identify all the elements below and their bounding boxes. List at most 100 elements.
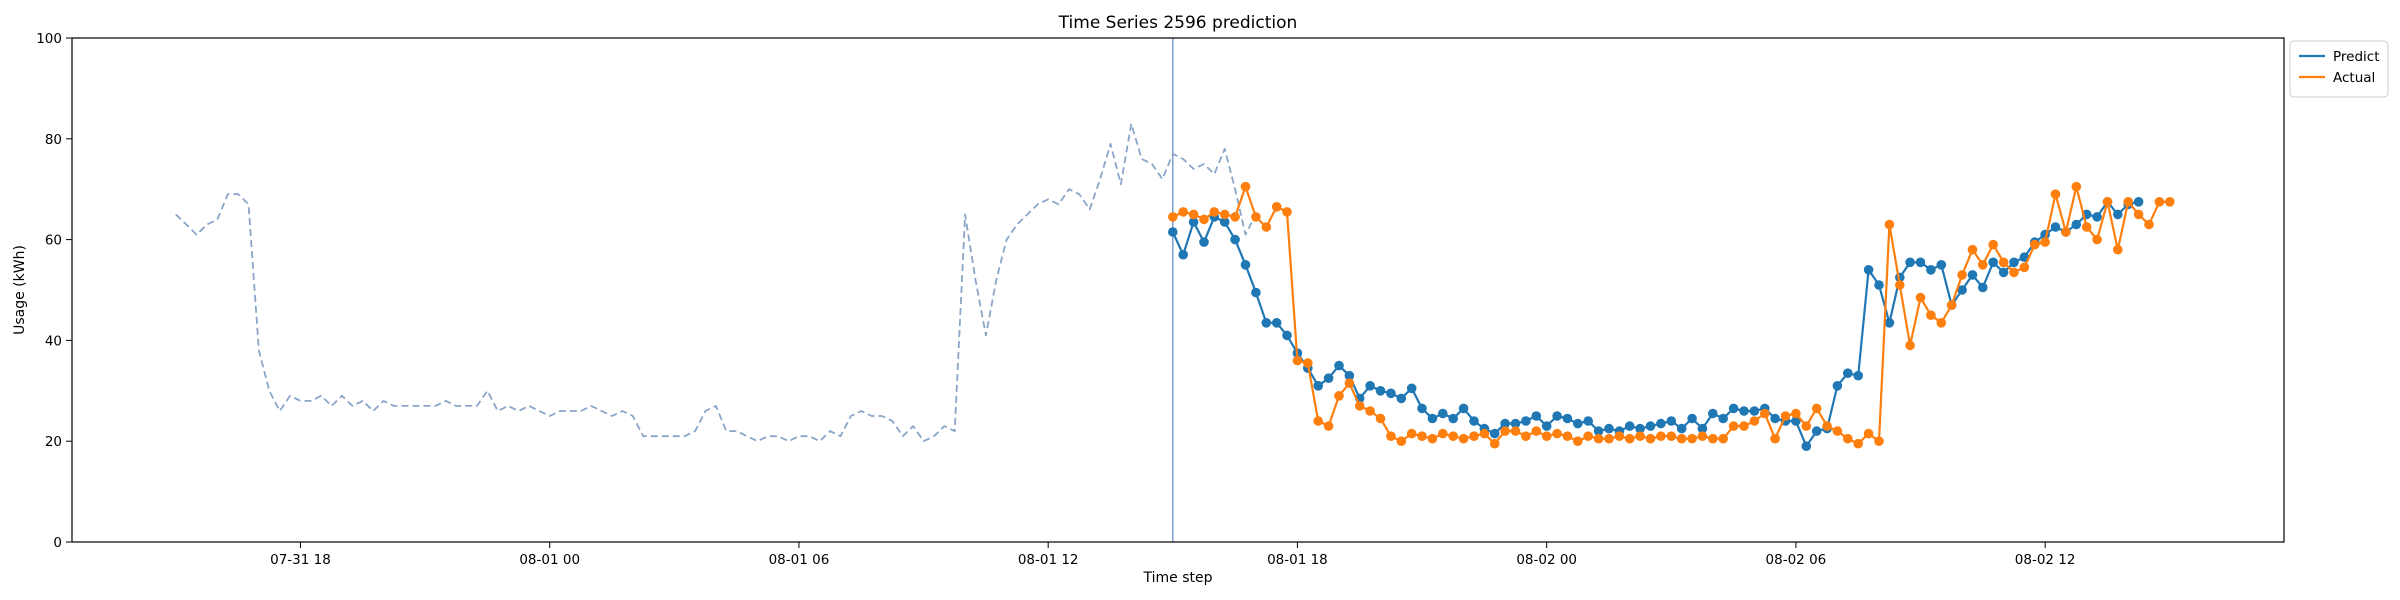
actual-series-point <box>2123 197 2133 207</box>
prediction-series-point <box>1334 360 1344 371</box>
actual-series-point <box>1697 431 1708 442</box>
actual-series-point <box>1801 421 1812 431</box>
prediction-series-point <box>1178 249 1188 260</box>
prediction-series-point <box>1188 217 1199 227</box>
prediction-series-point <box>1230 234 1240 245</box>
actual-series-point <box>1406 428 1417 439</box>
actual-series-point <box>1573 436 1583 447</box>
actual-series-point <box>1292 355 1303 366</box>
prediction-series-point <box>2050 222 2061 232</box>
prediction-series-point <box>2092 212 2102 222</box>
actual-series-point <box>1936 318 1947 328</box>
actual-series-point <box>1666 431 1677 442</box>
prediction-series-point <box>1863 265 1874 275</box>
chart-title: Time Series 2596 prediction <box>1058 13 1298 33</box>
actual-series-point <box>1635 431 1645 442</box>
actual-series-point <box>2009 267 2019 278</box>
actual-series-point <box>2113 244 2123 255</box>
actual-series-point <box>1168 212 1178 222</box>
actual-series-point <box>1448 431 1458 442</box>
actual-series-point <box>1760 408 1770 419</box>
legend-label-actual: Actual <box>2333 70 2375 86</box>
actual-series-point <box>1313 416 1323 426</box>
actual-series-point <box>1344 378 1355 389</box>
prediction-series-point <box>2113 209 2123 220</box>
prediction-series-point <box>1604 423 1614 434</box>
y-tick-label: 60 <box>45 233 62 249</box>
plot-frame <box>71 37 2285 543</box>
x-tick-label: 08-02 06 <box>1766 552 1827 568</box>
actual-series-point <box>1178 207 1188 217</box>
prediction-series-point <box>1251 287 1261 298</box>
actual-series-point <box>1884 219 1895 230</box>
prediction-series-point <box>1396 393 1407 404</box>
prediction-series-point <box>1718 413 1728 424</box>
actual-series-point <box>1271 202 1282 212</box>
y-axis-title: Usage (kWh) <box>12 245 28 335</box>
legend: Predict Actual <box>2289 40 2389 98</box>
actual-series-point <box>1209 207 1220 217</box>
y-tick-label: 80 <box>45 132 62 148</box>
actual-series-point <box>1521 431 1531 442</box>
prediction-series-point <box>1967 270 1978 280</box>
prediction-series-point <box>1666 416 1677 426</box>
prediction-series-point <box>1489 428 1500 439</box>
prediction-series-point <box>1811 426 1822 436</box>
prediction-series-point <box>1884 318 1895 328</box>
prediction-series-point <box>1323 373 1334 384</box>
actual-series-point <box>1531 426 1542 436</box>
prediction-series-point <box>1624 421 1635 431</box>
prediction-series-point <box>1448 413 1458 424</box>
actual-series-point <box>1656 431 1666 442</box>
actual-series-point <box>1365 406 1375 416</box>
actual-series-point <box>2061 227 2071 237</box>
actual-series-point <box>1552 428 1562 439</box>
actual-series-point <box>2081 222 2092 232</box>
actual-series-point <box>1718 433 1728 444</box>
actual-series-point <box>1749 416 1760 426</box>
prediction-series-point <box>1801 441 1812 452</box>
prediction-series-point <box>1531 411 1542 421</box>
prediction-series-point <box>1500 418 1510 429</box>
actual-series-point <box>2133 209 2144 220</box>
actual-series-point <box>1770 433 1780 444</box>
prediction-series-point <box>1843 368 1853 379</box>
actual-series-point <box>2030 239 2040 250</box>
actual-series-point <box>1240 181 1251 192</box>
actual-series-point <box>1354 401 1365 411</box>
actual-series-point <box>2165 197 2175 207</box>
prediction-series-point <box>1635 423 1645 434</box>
actual-series-point <box>1946 300 1957 310</box>
prediction-series-point <box>1386 388 1396 399</box>
actual-series-point <box>1687 433 1697 444</box>
prediction-series-point <box>1676 423 1687 434</box>
x-axis: 07-31 18 08-01 00 08-01 06 08-01 12 08-01 18… <box>270 542 2075 568</box>
x-tick-label: 08-01 06 <box>769 552 830 568</box>
prediction-series-point <box>1915 257 1926 268</box>
actual-series-point <box>1500 426 1510 436</box>
actual-series-point <box>1386 431 1396 442</box>
actual-series-point <box>1791 408 1801 419</box>
prediction-series-point <box>1905 257 1915 268</box>
prediction-series-point <box>1365 381 1375 391</box>
actual-series-point <box>2102 197 2113 207</box>
prediction-series-point <box>1282 330 1292 341</box>
prediction-series-point <box>1313 381 1323 391</box>
prediction-series-point <box>1936 260 1947 270</box>
actual-series-point <box>1282 207 1292 217</box>
prediction-series-point <box>1168 227 1178 237</box>
actual-series-point <box>1988 239 1998 250</box>
actual-series-point <box>1739 421 1749 431</box>
actual-series-point <box>1811 403 1822 414</box>
prediction-series-point <box>1998 267 2009 278</box>
prediction-series-point <box>1375 386 1386 396</box>
actual-series-point <box>1863 428 1874 439</box>
prediction-series-point <box>1552 411 1562 421</box>
x-axis-title: Time step <box>1143 570 1213 586</box>
prediction-series-point <box>1521 416 1531 426</box>
prediction-series-point <box>1573 418 1583 429</box>
actual-series-point <box>2092 234 2102 245</box>
actual-series-point <box>1998 257 2009 268</box>
actual-series-point <box>1375 413 1386 424</box>
